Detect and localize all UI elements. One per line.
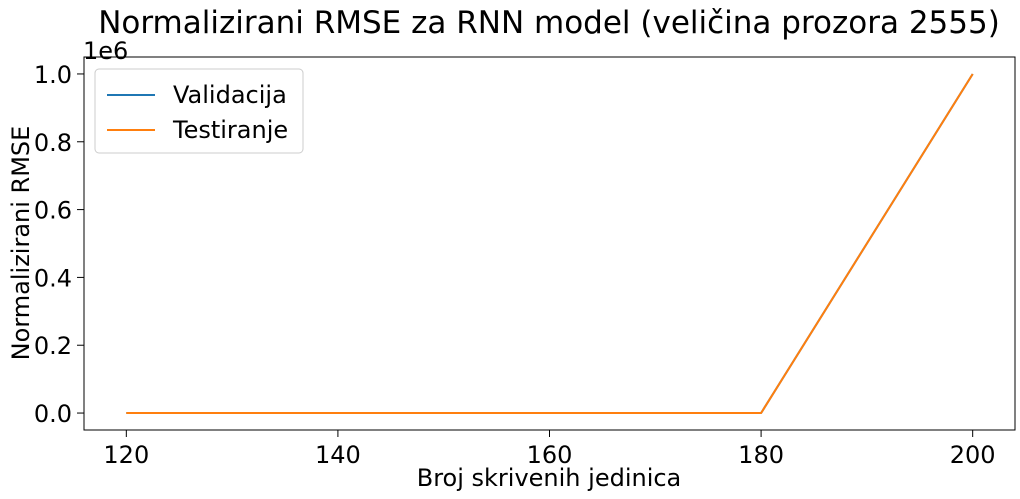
legend: Validacija Testiranje (94, 68, 304, 154)
series-layer (126, 73, 974, 414)
y-tick-label: 1.0 (34, 61, 72, 89)
y-tick-label: 0.6 (34, 197, 72, 225)
x-tick-label: 120 (103, 441, 149, 469)
x-tick-label: 160 (527, 441, 573, 469)
x-tick-label: 180 (738, 441, 784, 469)
y-offset-label: 1e6 (83, 37, 128, 65)
legend-label-validacija: Validacija (173, 81, 287, 109)
y-tick-label: 0.4 (34, 264, 72, 292)
chart-title: Normalizirani RMSE za RNN model (veličin… (98, 5, 1000, 41)
x-tick-label: 200 (950, 441, 996, 469)
y-axis-label: Normalizirani RMSE (7, 126, 35, 361)
y-tick-label: 0.0 (34, 400, 72, 428)
legend-label-testiranje: Testiranje (172, 116, 288, 144)
x-axis-label: Broj skrivenih jedinica (417, 464, 682, 492)
y-axis: 0.0 0.2 0.4 0.6 0.8 1.0 (34, 61, 84, 428)
x-axis: 120 140 160 180 200 (103, 430, 996, 469)
y-tick-label: 0.8 (34, 129, 72, 157)
y-tick-label: 0.2 (34, 332, 72, 360)
x-tick-label: 140 (315, 441, 361, 469)
series-line-testiranje (126, 73, 974, 414)
legend-frame (94, 68, 304, 154)
